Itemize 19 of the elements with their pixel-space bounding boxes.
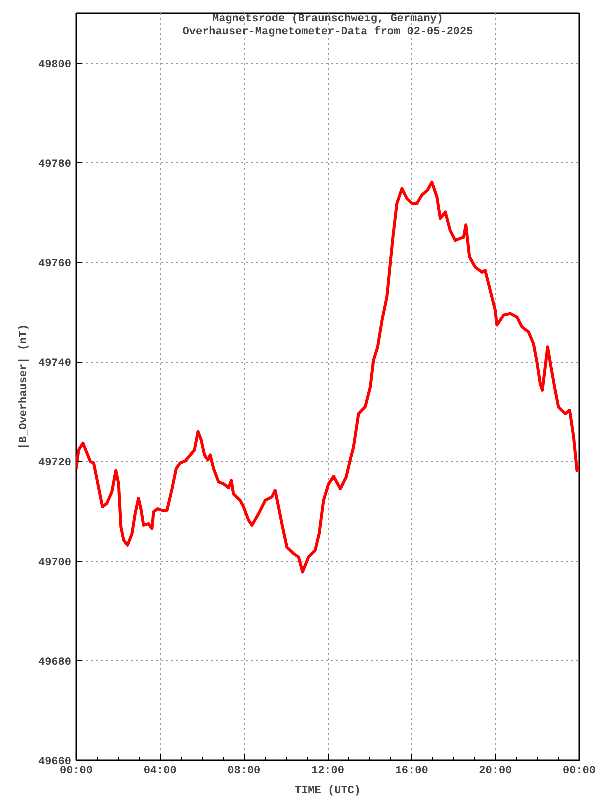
y-tick-label: 49740: [38, 358, 72, 370]
y-tick-label: 49760: [38, 258, 72, 270]
line-series: [76, 180, 580, 574]
x-tick-label: 20:00: [479, 766, 512, 778]
x-axis-title: TIME (UTC): [294, 786, 362, 798]
y-tick-label: 49680: [38, 656, 72, 669]
x-tick-label: 08:00: [228, 766, 261, 778]
x-tick-label: 12:00: [311, 766, 345, 778]
chart-title: Magnetsrode (Braunschweig, Germany): [212, 14, 444, 26]
y-tick-label: 49720: [38, 458, 72, 470]
x-tick-label: 00:00: [60, 766, 94, 778]
x-tick-label: 04:00: [144, 766, 177, 778]
y-axis-title: |B_Overhauser| (nT): [18, 324, 30, 450]
y-tick-label: 49800: [38, 59, 72, 72]
x-tick-label: 00:00: [562, 766, 596, 778]
y-tick-label: 49780: [38, 158, 72, 171]
text: Overhauser-Magnetometer-Data from 02-05-2025: [182, 26, 474, 38]
y-tick-label: 49700: [38, 557, 72, 570]
x-tick-label: 16:00: [395, 766, 428, 778]
